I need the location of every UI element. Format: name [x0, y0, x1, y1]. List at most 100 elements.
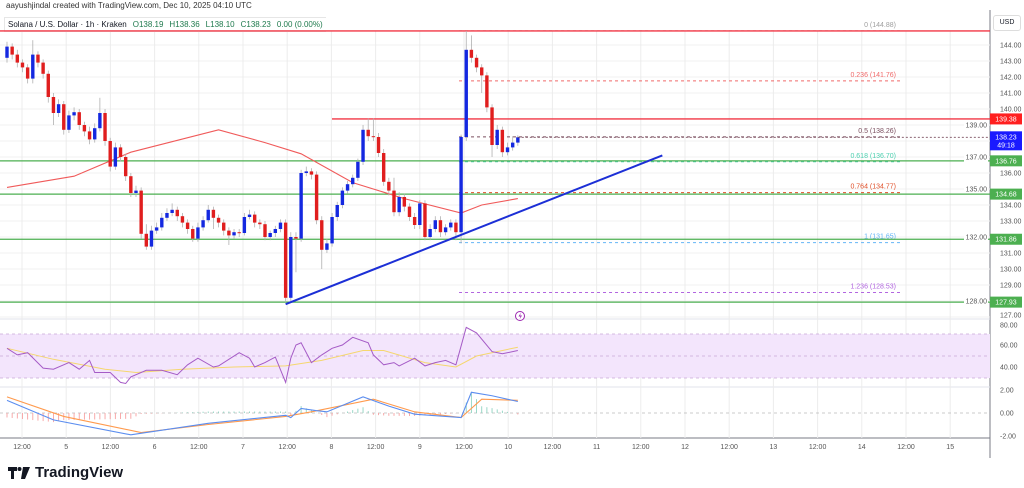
candle-body	[443, 227, 448, 233]
price-tick-label: 131.00	[1000, 251, 1022, 258]
candle	[149, 225, 154, 250]
lightning-icon	[515, 311, 525, 321]
time-tick-label: 5	[64, 444, 68, 451]
candle-body	[206, 209, 210, 221]
time-tick-label: 12:00	[190, 444, 208, 451]
candle	[273, 225, 278, 237]
candle	[82, 121, 87, 137]
candle	[356, 158, 360, 181]
currency-button[interactable]: USD	[993, 15, 1021, 31]
candle-body	[175, 209, 179, 217]
macd-tick-label: 2.00	[1000, 388, 1014, 395]
brand-name: TradingView	[35, 464, 124, 481]
candle-body	[381, 153, 386, 182]
candle	[345, 181, 350, 194]
candle-body	[36, 54, 40, 63]
candle	[392, 177, 396, 217]
candle-body	[309, 171, 314, 175]
candle	[387, 177, 391, 196]
price-tick-label: 133.00	[1000, 219, 1022, 226]
candle	[10, 43, 14, 60]
candle-body	[56, 104, 61, 113]
candle	[371, 118, 376, 141]
time-tick-label: 12:00	[367, 444, 385, 451]
time-tick-label: 12:00	[720, 444, 738, 451]
candle-body	[46, 73, 50, 97]
candle-body	[87, 131, 92, 140]
chart-credit: aayushjindal created with TradingView.co…	[6, 1, 252, 10]
time-tick-label: 12:00	[102, 444, 120, 451]
candle	[25, 64, 30, 84]
candle	[351, 174, 355, 188]
candle	[36, 51, 40, 68]
candle	[258, 219, 262, 229]
price-tick-label: 128.00	[966, 299, 988, 306]
symbol-name[interactable]: Solana / U.S. Dollar · 1h · Kraken	[8, 20, 127, 29]
candle-body	[232, 232, 236, 236]
candle-body	[98, 113, 102, 129]
candle-body	[376, 137, 381, 153]
candle-body	[464, 49, 468, 137]
candle	[309, 168, 314, 180]
candle	[423, 200, 427, 241]
price-tick-label: 132.00	[966, 235, 988, 242]
candle	[62, 101, 66, 135]
rsi-line	[6, 326, 518, 385]
candle	[216, 214, 221, 228]
candle-body	[263, 224, 267, 237]
price-tick-label: 142.00	[1000, 75, 1022, 82]
candle-body	[113, 147, 118, 167]
candle-body	[237, 232, 241, 234]
price-tick-label: 137.00	[966, 155, 988, 162]
candle	[495, 125, 499, 149]
candle-body	[211, 209, 216, 218]
time-tick-label: 13	[770, 444, 778, 451]
rsi-tick-label: 40.00	[1000, 365, 1018, 372]
candle-body	[227, 230, 231, 236]
candle-body	[134, 190, 138, 193]
candle	[237, 229, 241, 237]
candle-body	[154, 227, 159, 231]
candle-body	[72, 112, 76, 116]
candle	[464, 30, 468, 141]
candle-body	[485, 75, 489, 108]
candle	[170, 203, 174, 217]
candle-body	[20, 62, 25, 68]
rsi-ma-line	[6, 346, 518, 374]
candle-body	[278, 222, 283, 229]
price-badge	[990, 233, 1022, 245]
price-tick-backdrop	[964, 296, 988, 306]
candle	[20, 59, 25, 73]
candle	[428, 224, 432, 241]
candle	[134, 185, 138, 197]
candle-body	[516, 137, 520, 143]
price-badge-label: 134.68	[995, 192, 1017, 199]
candle-body	[196, 227, 200, 239]
candle-body	[474, 57, 479, 68]
candle	[320, 216, 324, 269]
price-badge-label: 139.38	[995, 116, 1017, 123]
candle-body	[185, 222, 190, 229]
candle	[474, 54, 479, 73]
ohlc-change: 0.00 (0.00%)	[276, 20, 323, 29]
candle-body	[351, 177, 355, 185]
candle-body	[325, 243, 329, 250]
candle	[191, 225, 195, 242]
time-tick-label: 10	[504, 444, 512, 451]
candle	[418, 200, 422, 229]
candle	[376, 133, 381, 157]
candle	[438, 216, 443, 237]
candle	[412, 213, 417, 229]
candle	[242, 213, 247, 236]
ohlc-close: C138.23	[240, 20, 271, 29]
candle-body	[428, 229, 432, 237]
candle	[252, 211, 257, 228]
candle-body	[15, 54, 20, 63]
macd-tick-label: -2.00	[1000, 434, 1016, 441]
candle	[505, 142, 510, 156]
price-badge	[990, 188, 1022, 200]
price-tick-backdrop	[964, 184, 988, 194]
candle	[77, 109, 81, 130]
candle	[443, 224, 448, 236]
